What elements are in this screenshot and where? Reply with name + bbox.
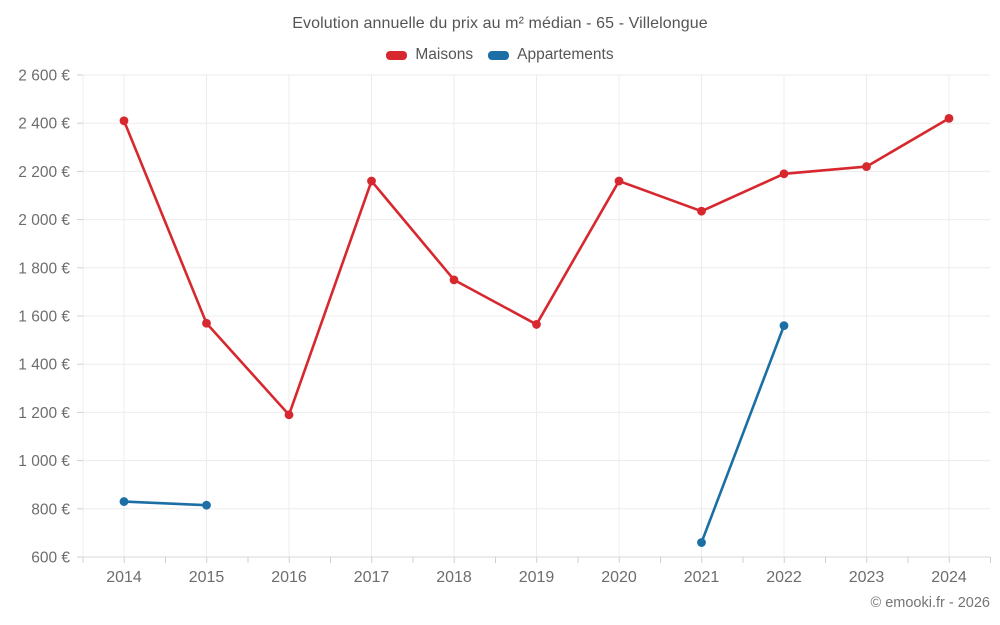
x-axis-tick-label: 2021 [684,569,720,586]
y-axis-tick-label: 1 600 € [18,309,70,326]
data-point-appartements-2021[interactable] [697,538,706,547]
x-axis-tick-label: 2018 [436,569,472,586]
x-axis-tick-label: 2020 [601,569,637,586]
y-axis-tick-label: 2 400 € [18,116,70,133]
x-axis-tick-label: 2014 [106,569,142,586]
data-point-maisons-2017[interactable] [367,176,376,186]
x-axis-tick-label: 2017 [354,569,390,586]
copyright-credit: © emooki.fr - 2026 [870,595,990,611]
y-axis-tick-label: 2 200 € [18,164,70,181]
data-point-maisons-2016[interactable] [284,410,294,420]
chart-title: Evolution annuelle du prix au m² médian … [292,15,708,32]
series-line-appartements [700,324,786,544]
y-axis-tick-label: 2 600 € [18,68,70,85]
x-axis-tick-label: 2016 [271,569,307,586]
maisons-series-swatch-icon [386,50,408,60]
data-point-maisons-2023[interactable] [862,162,871,171]
y-axis-tick-label: 2 000 € [18,212,70,229]
data-point-maisons-2018[interactable] [449,275,459,285]
legend-label-appartements: Appartements [517,46,614,63]
y-axis-tick-label: 800 € [31,501,70,518]
data-point-maisons-2022[interactable] [779,169,789,179]
legend-item-appartements[interactable]: Appartements [488,46,614,64]
data-point-appartements-2014[interactable] [119,497,129,506]
data-point-maisons-2020[interactable] [614,176,624,186]
x-axis-tick-label: 2024 [931,569,967,586]
y-axis-tick-label: 1 000 € [18,453,70,470]
data-point-appartements-2015[interactable] [202,500,211,510]
y-axis-tick-label: 1 800 € [18,260,70,277]
x-axis-tick-label: 2022 [766,569,802,586]
x-axis-tick-label: 2019 [519,569,555,586]
y-axis-tick-label: 1 200 € [18,405,70,422]
series-line-appartements [122,500,208,507]
data-point-maisons-2019[interactable] [532,320,541,329]
chart-legend: Maisons Appartements [0,46,1000,64]
legend-item-maisons[interactable]: Maisons [386,46,473,64]
legend-label-maisons: Maisons [415,46,474,63]
data-point-maisons-2024[interactable] [944,113,954,123]
data-point-maisons-2015[interactable] [202,318,211,328]
data-point-maisons-2014[interactable] [119,116,129,126]
x-axis-tick-label: 2015 [189,569,225,586]
data-point-appartements-2022[interactable] [779,321,789,331]
x-axis-tick-label: 2023 [849,569,885,586]
y-axis-tick-label: 600 € [31,550,70,567]
y-axis-tick-label: 1 400 € [18,357,70,374]
appartements-series-swatch-icon [488,50,510,60]
data-point-maisons-2021[interactable] [697,206,706,216]
